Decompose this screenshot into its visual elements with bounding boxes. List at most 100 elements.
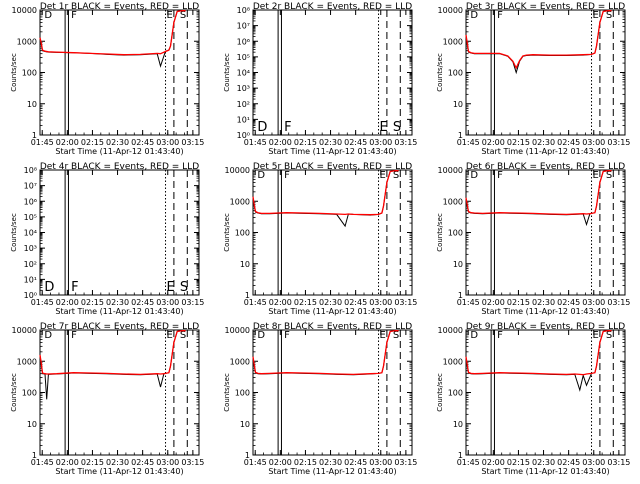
x-tick-label: 03:00 bbox=[369, 298, 392, 307]
x-axis-title: Start Time (11-Apr-12 01:43:40) bbox=[481, 307, 609, 316]
series-line-events bbox=[252, 330, 399, 376]
chart-panel-3: Det 3r BLACK = Events, RED = LLD 1 10 100 10… bbox=[436, 2, 630, 156]
x-tick-label: 03:00 bbox=[582, 138, 605, 147]
chart-panel-4: Det 4r BLACK = Events, RED = LLD 10⁰ 10¹ 10… bbox=[10, 162, 204, 316]
x-tick-label: 02:45 bbox=[131, 458, 154, 467]
series-line-events bbox=[465, 330, 612, 392]
y-tick-label: 10 bbox=[453, 100, 463, 109]
x-tick-label: 01:45 bbox=[31, 138, 54, 147]
x-axis-title: Start Time (11-Apr-12 01:43:40) bbox=[481, 467, 609, 476]
x-tick-label: 02:15 bbox=[294, 138, 317, 147]
y-tick-label: 1000 bbox=[230, 197, 250, 206]
series-line-events bbox=[465, 170, 612, 227]
flag-label: S bbox=[606, 10, 612, 21]
x-tick-label: 02:30 bbox=[532, 138, 555, 147]
flag-label: E bbox=[593, 10, 599, 21]
flag-label: D bbox=[257, 330, 265, 341]
x-tick-label: 02:00 bbox=[269, 458, 292, 467]
x-tick-label: 02:15 bbox=[294, 298, 317, 307]
plot-frame bbox=[252, 169, 413, 296]
flag-label: E bbox=[380, 330, 386, 341]
x-tick-label: 03:15 bbox=[181, 138, 204, 147]
y-tick-label: 1000 bbox=[230, 357, 250, 366]
y-tick-label: 10⁶ bbox=[237, 37, 250, 46]
chart-title: Det 5r BLACK = Events, RED = LLD bbox=[253, 162, 412, 172]
x-tick-label: 02:15 bbox=[81, 298, 104, 307]
series-line-events bbox=[465, 10, 612, 75]
chart-title: Det 8r BLACK = Events, RED = LLD bbox=[253, 322, 412, 332]
y-tick-label: 10 bbox=[240, 260, 250, 269]
flag-label: E bbox=[380, 170, 386, 181]
y-tick-label: 10000 bbox=[12, 6, 37, 15]
chart-panel-6: Det 6r BLACK = Events, RED = LLD 1 10 100 10… bbox=[436, 162, 630, 316]
x-axis-title: Start Time (11-Apr-12 01:43:40) bbox=[55, 147, 183, 156]
y-tick-label: 10⁸ bbox=[24, 166, 37, 175]
plot-frame bbox=[465, 9, 626, 136]
y-tick-label: 100 bbox=[235, 389, 250, 398]
flag-label: F bbox=[71, 10, 77, 21]
y-tick-label: 10000 bbox=[225, 166, 250, 175]
flag-label: E bbox=[380, 120, 388, 135]
y-tick-label: 10³ bbox=[237, 84, 250, 93]
x-tick-label: 03:00 bbox=[156, 458, 179, 467]
y-tick-label: 10¹ bbox=[237, 115, 250, 124]
x-tick-label: 03:15 bbox=[394, 138, 417, 147]
y-axis-label: Counts/sec bbox=[436, 373, 444, 412]
flag-label: E bbox=[167, 280, 175, 295]
y-tick-label: 10⁰ bbox=[24, 291, 37, 300]
y-axis-label: Counts/sec bbox=[10, 213, 18, 252]
flag-label: E bbox=[593, 170, 599, 181]
x-tick-label: 02:15 bbox=[81, 458, 104, 467]
y-tick-label: 10⁷ bbox=[237, 22, 250, 31]
flag-label: S bbox=[393, 120, 401, 135]
series-line-lld bbox=[39, 330, 186, 376]
x-tick-label: 02:15 bbox=[507, 298, 530, 307]
y-tick-label: 10⁵ bbox=[24, 213, 37, 222]
flag-label: S bbox=[180, 330, 186, 341]
x-tick-label: 03:15 bbox=[181, 458, 204, 467]
y-tick-label: 10 bbox=[27, 420, 37, 429]
chart-panel-1: Det 1r BLACK = Events, RED = LLD 1 10 100 10… bbox=[10, 2, 204, 156]
x-tick-label: 02:30 bbox=[106, 458, 129, 467]
x-tick-label: 02:00 bbox=[56, 458, 79, 467]
series-line-lld bbox=[252, 330, 399, 376]
x-tick-label: 03:00 bbox=[582, 458, 605, 467]
x-tick-label: 03:15 bbox=[607, 458, 630, 467]
x-tick-label: 02:30 bbox=[319, 138, 342, 147]
y-tick-label: 1 bbox=[458, 451, 463, 460]
x-tick-label: 03:15 bbox=[607, 138, 630, 147]
chart-panel-2: Det 2r BLACK = Events, RED = LLD 10⁰ 10¹ 10… bbox=[223, 2, 417, 156]
y-tick-label: 100 bbox=[22, 389, 37, 398]
y-tick-label: 10 bbox=[240, 420, 250, 429]
x-tick-label: 01:45 bbox=[457, 298, 480, 307]
y-tick-label: 1000 bbox=[17, 37, 37, 46]
flag-label: F bbox=[284, 120, 291, 135]
x-tick-label: 02:30 bbox=[106, 298, 129, 307]
x-tick-label: 03:00 bbox=[156, 298, 179, 307]
y-tick-label: 1000 bbox=[443, 357, 463, 366]
y-tick-label: 1000 bbox=[17, 357, 37, 366]
chart-title: Det 3r BLACK = Events, RED = LLD bbox=[466, 2, 625, 12]
x-tick-label: 02:00 bbox=[482, 458, 505, 467]
y-tick-label: 1 bbox=[458, 291, 463, 300]
y-tick-label: 10000 bbox=[225, 326, 250, 335]
x-tick-label: 03:15 bbox=[394, 298, 417, 307]
flag-label: E bbox=[167, 10, 173, 21]
y-tick-label: 10⁴ bbox=[24, 229, 37, 238]
y-tick-label: 1000 bbox=[443, 197, 463, 206]
flag-label: S bbox=[606, 330, 612, 341]
x-axis-title: Start Time (11-Apr-12 01:43:40) bbox=[268, 147, 396, 156]
flag-label: D bbox=[44, 280, 54, 295]
flag-label: S bbox=[180, 10, 186, 21]
series-line-lld bbox=[465, 170, 612, 216]
x-tick-label: 02:30 bbox=[319, 458, 342, 467]
y-tick-label: 100 bbox=[448, 229, 463, 238]
series-line-lld bbox=[465, 330, 612, 376]
x-tick-label: 02:00 bbox=[56, 138, 79, 147]
series-line-events bbox=[252, 170, 399, 228]
y-tick-label: 10¹ bbox=[24, 275, 37, 284]
chart-panel-8: Det 8r BLACK = Events, RED = LLD 1 10 100 10… bbox=[223, 322, 417, 476]
x-tick-label: 02:00 bbox=[56, 298, 79, 307]
flag-label: E bbox=[167, 330, 173, 341]
x-tick-label: 02:30 bbox=[532, 298, 555, 307]
